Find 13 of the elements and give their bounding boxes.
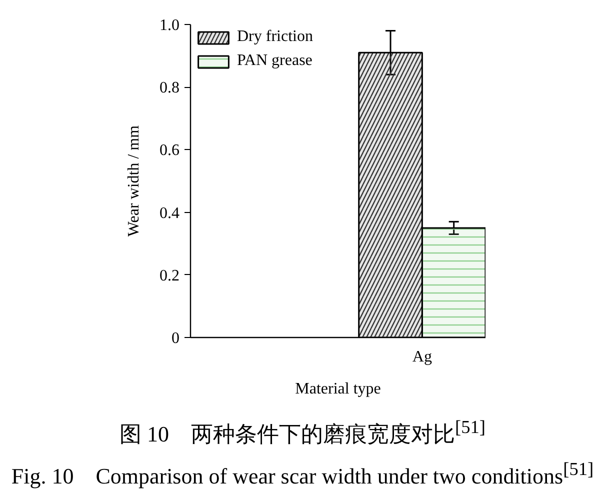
y-axis-title: Wear width / mm [126, 124, 142, 237]
caption: 图 10 两种条件下的磨痕宽度对比$^{[51]}$ [119, 417, 486, 446]
legend-label: Dry friction [237, 28, 313, 46]
x-axis-title: Material type [295, 380, 381, 398]
caption: Fig. 10 Comparison of wear scar width under two conditions$^{[51]}$ [11, 459, 594, 488]
y-tick-label: 0.2 [160, 267, 180, 284]
y-tick-label: 0.6 [160, 142, 180, 160]
x-tick-label: Ag [412, 348, 432, 366]
y-tick-label: 0 [172, 330, 180, 347]
y-tick-label: 1.0 [160, 17, 180, 34]
y-tick-label: 0.8 [160, 80, 180, 97]
y-tick-label: 0.4 [160, 204, 180, 222]
legend-label: PAN grease [237, 52, 312, 70]
